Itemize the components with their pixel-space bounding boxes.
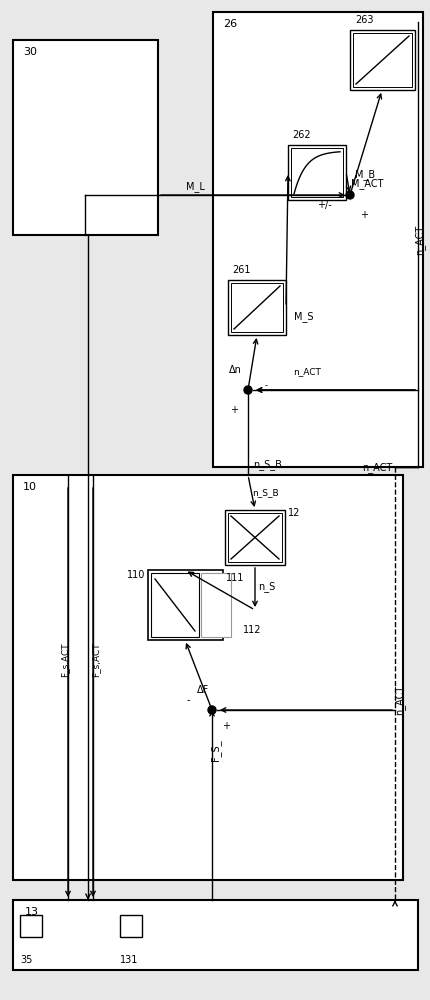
Bar <box>230 283 283 332</box>
Text: M_ACT: M_ACT <box>350 179 383 189</box>
Text: n_S_B: n_S_B <box>252 460 281 470</box>
Text: +: + <box>230 405 237 415</box>
Text: n_ACT: n_ACT <box>414 225 424 255</box>
Text: 262: 262 <box>291 130 310 140</box>
Text: 111: 111 <box>225 573 244 583</box>
Text: +: + <box>221 721 230 731</box>
Bar <box>212 12 422 467</box>
Text: 131: 131 <box>120 955 138 965</box>
Bar <box>349 30 414 90</box>
Bar <box>13 475 402 880</box>
Circle shape <box>345 191 353 199</box>
Text: -: - <box>264 381 267 390</box>
Bar <box>150 573 199 637</box>
Text: ΔF: ΔF <box>197 685 209 695</box>
Bar <box>120 915 141 937</box>
Text: +: + <box>359 210 367 220</box>
Text: 13: 13 <box>25 907 39 917</box>
Text: M_L: M_L <box>185 182 204 192</box>
Circle shape <box>208 706 215 714</box>
Text: n_ACT: n_ACT <box>361 463 391 473</box>
Text: F_s,ACT: F_s,ACT <box>60 643 69 677</box>
Text: n_ACT: n_ACT <box>292 367 320 376</box>
Text: 263: 263 <box>354 15 373 25</box>
Text: 12: 12 <box>287 508 300 518</box>
Text: F_S_: F_S_ <box>210 739 221 761</box>
Text: 10: 10 <box>23 482 37 492</box>
Text: 35: 35 <box>20 955 32 965</box>
Bar <box>352 33 411 87</box>
Bar <box>227 513 281 562</box>
Text: 110: 110 <box>126 570 144 580</box>
Text: n_ACT: n_ACT <box>393 685 405 715</box>
Text: F_s,ACT: F_s,ACT <box>91 643 100 677</box>
Bar <box>287 145 345 200</box>
Text: 261: 261 <box>231 265 250 275</box>
Text: 30: 30 <box>23 47 37 57</box>
Text: M_S: M_S <box>293 312 313 322</box>
Bar <box>224 510 284 565</box>
Bar <box>200 573 230 637</box>
Bar <box>13 900 417 970</box>
Text: +/-: +/- <box>316 200 331 210</box>
Text: 112: 112 <box>243 625 261 635</box>
Bar <box>290 148 342 197</box>
Text: -: - <box>187 695 190 705</box>
Text: n_S_B: n_S_B <box>252 488 278 497</box>
Text: n_S: n_S <box>258 582 275 592</box>
Circle shape <box>243 386 252 394</box>
Bar <box>20 915 42 937</box>
Bar <box>227 280 286 335</box>
Bar <box>13 40 158 235</box>
Text: 26: 26 <box>222 19 236 29</box>
Text: M_B: M_B <box>354 170 374 180</box>
Text: Δn: Δn <box>228 365 241 375</box>
Bar <box>147 570 222 640</box>
